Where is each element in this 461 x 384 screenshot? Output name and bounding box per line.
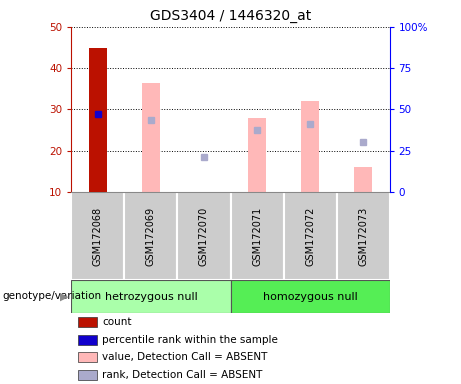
Bar xyxy=(78,334,97,344)
Text: hetrozygous null: hetrozygous null xyxy=(105,291,197,302)
Bar xyxy=(89,48,107,192)
Bar xyxy=(337,192,390,280)
Text: rank, Detection Call = ABSENT: rank, Detection Call = ABSENT xyxy=(102,370,262,380)
Bar xyxy=(230,280,390,313)
Bar xyxy=(142,83,160,192)
Text: count: count xyxy=(102,317,132,327)
Text: ▶: ▶ xyxy=(60,291,69,301)
Bar xyxy=(71,280,230,313)
Text: GSM172072: GSM172072 xyxy=(305,207,315,266)
Text: value, Detection Call = ABSENT: value, Detection Call = ABSENT xyxy=(102,353,267,362)
Text: genotype/variation: genotype/variation xyxy=(2,291,101,301)
Bar xyxy=(354,167,372,192)
Bar xyxy=(124,192,177,280)
Text: homozygous null: homozygous null xyxy=(263,291,357,302)
Text: GSM172070: GSM172070 xyxy=(199,207,209,266)
Bar xyxy=(230,192,284,280)
Text: GSM172071: GSM172071 xyxy=(252,207,262,266)
Text: GSM172073: GSM172073 xyxy=(358,207,368,266)
Text: GSM172069: GSM172069 xyxy=(146,207,156,266)
Bar xyxy=(78,317,97,327)
Bar xyxy=(177,192,230,280)
Text: percentile rank within the sample: percentile rank within the sample xyxy=(102,334,278,344)
Title: GDS3404 / 1446320_at: GDS3404 / 1446320_at xyxy=(150,9,311,23)
Bar xyxy=(71,192,124,280)
Bar xyxy=(78,353,97,362)
Bar xyxy=(301,101,319,192)
Bar xyxy=(78,370,97,380)
Bar xyxy=(284,192,337,280)
Text: GSM172068: GSM172068 xyxy=(93,207,103,266)
Bar xyxy=(248,118,266,192)
